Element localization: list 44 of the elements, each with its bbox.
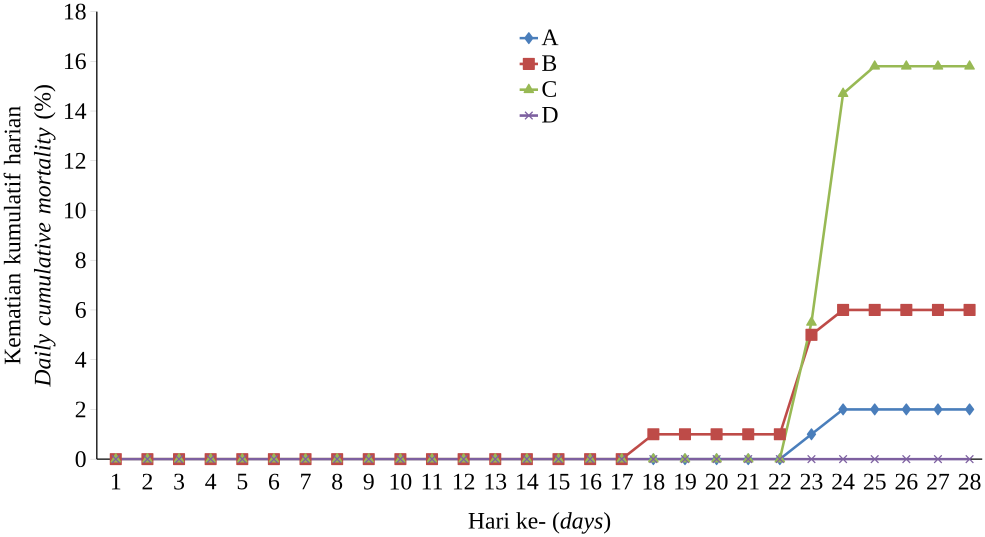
y-tick-label: 8 (76, 252, 86, 268)
y-tick-label: 2 (76, 401, 86, 418)
legend-label: A (542, 29, 558, 46)
x-tick-label: 28 (958, 474, 981, 490)
x-tick-label: 22 (769, 474, 790, 490)
y-tick-label: 10 (64, 202, 86, 218)
x-tick-label: 18 (644, 474, 664, 490)
x-tick-label: 11 (422, 474, 442, 490)
x-tick-label: 5 (238, 474, 248, 490)
x-tick-label: 13 (485, 474, 506, 490)
legend-label: D (542, 106, 558, 122)
x-tick-label: 1 (112, 474, 120, 490)
y-tick-label: 6 (76, 302, 86, 318)
x-tick-label: 10 (390, 474, 412, 490)
x-tick-label: 3 (174, 474, 184, 490)
x-tick-label: 9 (364, 474, 374, 490)
x-tick-label: 6 (268, 474, 280, 490)
x-tick-label: 19 (675, 474, 696, 490)
x-tick-label: 2 (142, 474, 152, 490)
y-axis-title: Kematian kumulatif harian Daily cumulative mortality (%) (4, 85, 56, 387)
x-tick-label: 7 (301, 474, 311, 490)
x-tick-label: 14 (517, 474, 538, 490)
legend-label: B (542, 55, 556, 71)
x-tick-label: 20 (706, 474, 728, 490)
y-tick-label: 14 (64, 103, 86, 119)
y-tick-label: 16 (64, 53, 86, 70)
x-tick-label: 16 (580, 474, 602, 490)
x-tick-label: 12 (454, 474, 474, 490)
x-tick-label: 25 (864, 474, 886, 490)
y-tick-label: 12 (64, 152, 86, 168)
legend-label: C (542, 80, 556, 97)
x-tick-label: 24 (832, 474, 855, 490)
x-tick-label: 27 (927, 474, 950, 490)
y-tick-label: 0 (76, 451, 86, 468)
x-tick-label: 8 (332, 474, 342, 490)
x-tick-label: 23 (800, 474, 822, 490)
x-tick-label: 21 (737, 474, 759, 490)
y-tick-label: 18 (64, 3, 86, 20)
x-tick-label: 4 (205, 474, 216, 490)
x-axis-title: Hari ke- (days) (468, 512, 610, 534)
x-tick-label: 17 (612, 474, 633, 490)
x-tick-label: 26 (896, 474, 918, 490)
y-tick-label: 4 (75, 352, 86, 368)
x-tick-label: 15 (548, 474, 570, 490)
